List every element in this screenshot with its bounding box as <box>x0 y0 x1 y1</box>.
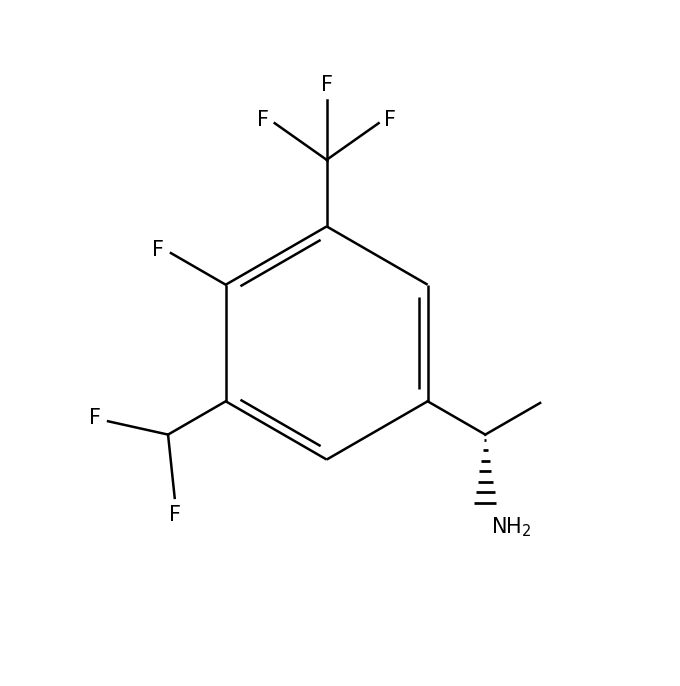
Text: F: F <box>152 239 165 260</box>
Text: NH$_2$: NH$_2$ <box>491 516 531 539</box>
Text: F: F <box>384 110 396 130</box>
Text: F: F <box>258 110 269 130</box>
Text: F: F <box>321 75 333 95</box>
Text: F: F <box>169 504 181 525</box>
Text: F: F <box>90 408 101 428</box>
